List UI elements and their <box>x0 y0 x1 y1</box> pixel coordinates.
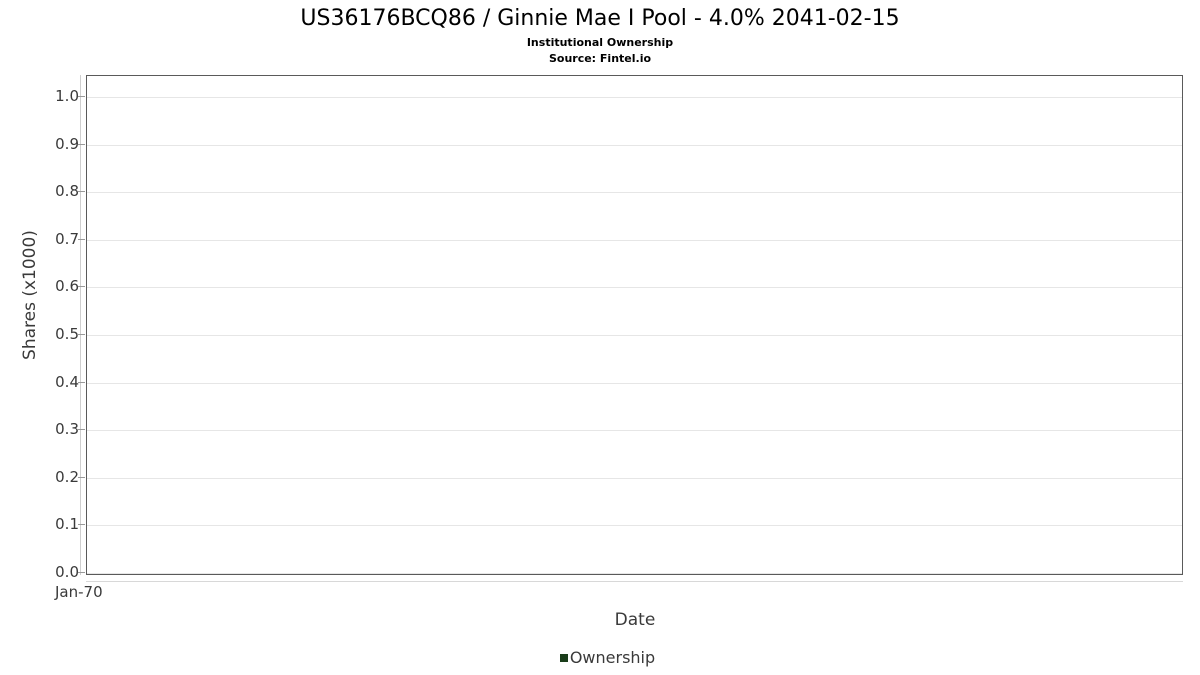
legend-label: Ownership <box>569 648 656 667</box>
y-axis-tick-mark <box>78 476 85 478</box>
y-axis-tick-mark <box>78 572 85 573</box>
gridline <box>87 144 1182 146</box>
y-axis-tick-mark <box>78 143 85 145</box>
y-axis-tick-label: 0.1 <box>55 515 79 534</box>
gridline <box>87 382 1182 384</box>
y-axis-spine <box>80 75 81 575</box>
y-axis-tick-mark <box>78 286 85 288</box>
gridline <box>87 335 1182 336</box>
y-axis-tick-mark <box>78 381 85 383</box>
x-axis-title: Date <box>614 610 656 630</box>
gridline <box>87 192 1182 194</box>
y-axis-tick-label: 0.6 <box>55 277 79 296</box>
chart-title: US36176BCQ86 / Ginnie Mae I Pool - 4.0% … <box>300 6 900 31</box>
y-axis-tick-label: 0.7 <box>55 229 79 248</box>
gridline <box>87 287 1182 289</box>
y-axis-tick-label: 1.0 <box>55 87 79 105</box>
y-axis-tick-label: 0.3 <box>55 420 79 439</box>
y-axis-tick-mark <box>78 238 85 240</box>
legend-entry[interactable]: Ownership <box>559 648 656 667</box>
gridline <box>87 430 1182 432</box>
y-axis-tick-mark <box>78 334 85 335</box>
gridline <box>87 525 1182 527</box>
gridline <box>87 573 1182 574</box>
y-axis-tick-mark <box>78 524 85 526</box>
y-axis-tick-label: 0.2 <box>55 467 79 486</box>
y-axis-tick-mark <box>78 429 85 431</box>
y-axis-title: Shares (x1000) <box>20 230 40 360</box>
y-axis-tick-label: 0.0 <box>55 563 79 581</box>
gridline <box>87 97 1182 98</box>
y-axis-tick-label: 0.8 <box>55 182 79 201</box>
y-axis-tick-label: 0.9 <box>55 134 79 153</box>
plot-baseline-rule <box>86 581 1183 582</box>
gridline <box>87 477 1182 479</box>
gridline <box>87 239 1182 241</box>
chart-legend: Ownership <box>0 648 1200 667</box>
y-axis-tick-mark <box>78 191 85 193</box>
plot-area <box>86 75 1183 575</box>
chart-source-attribution: Source: Fintel.io <box>548 52 652 65</box>
x-axis-tick-label: Jan-70 <box>55 583 103 601</box>
y-axis-tick-label: 0.5 <box>55 325 79 343</box>
y-axis-tick-mark <box>78 96 85 97</box>
legend-swatch-icon <box>559 653 568 662</box>
y-axis-tick-label: 0.4 <box>55 372 79 391</box>
chart-subtitle: Institutional Ownership <box>526 36 674 49</box>
